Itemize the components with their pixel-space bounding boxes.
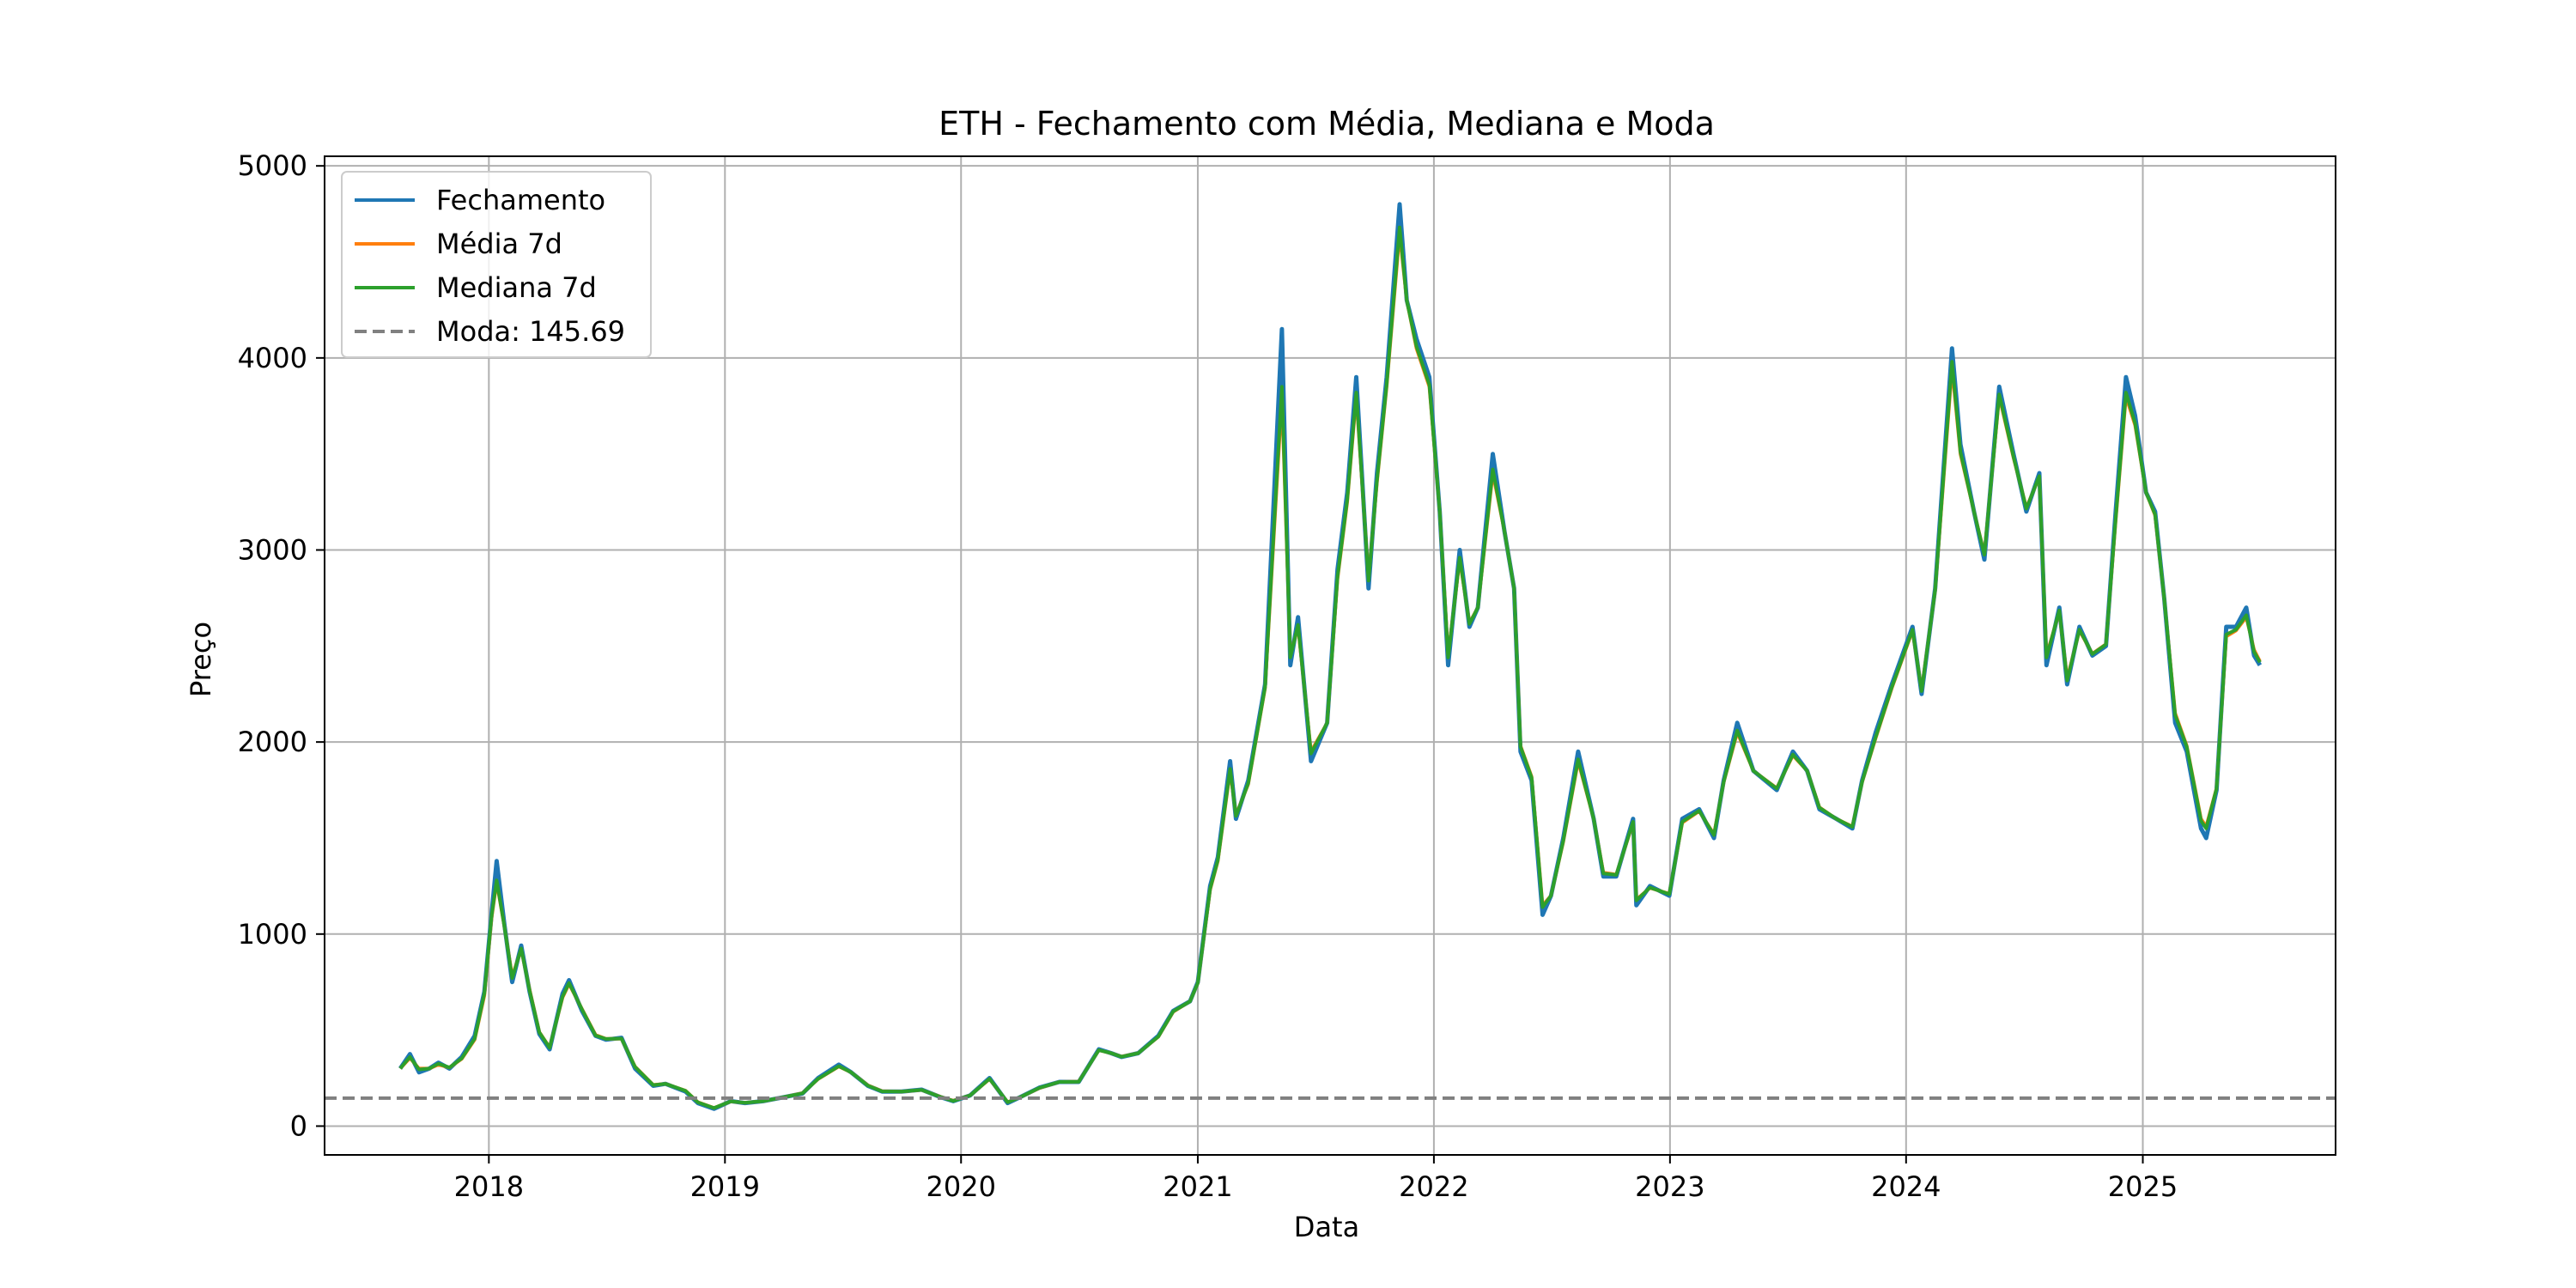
legend-label: Moda: 145.69 xyxy=(436,315,625,348)
legend-box xyxy=(341,171,652,358)
tick-layer: 2018 2019 2020 2021 2022 2023 2024 2025 0 1000 200… xyxy=(238,149,2178,1203)
y-tick-label: 3000 xyxy=(238,533,307,566)
x-tick-label: 2022 xyxy=(1399,1170,1468,1203)
legend-label: Mediana 7d xyxy=(436,271,597,304)
x-tick-label: 2019 xyxy=(690,1170,760,1203)
x-tick-label: 2018 xyxy=(454,1170,524,1203)
x-tick-label: 2021 xyxy=(1163,1170,1232,1203)
x-tick-label: 2025 xyxy=(2108,1170,2178,1203)
x-tick-label: 2023 xyxy=(1635,1170,1704,1203)
plot-frame xyxy=(324,155,2336,1156)
legend: Fechamento Média 7d Mediana 7d Moda: 145.69 xyxy=(341,171,652,358)
x-axis-label: Data xyxy=(1294,1211,1359,1243)
y-tick-label: 1000 xyxy=(238,918,307,951)
y-axis-label: Preço xyxy=(185,622,217,697)
x-tick-label: 2020 xyxy=(927,1170,996,1203)
grid-layer xyxy=(325,156,2336,1155)
x-tick-label: 2024 xyxy=(1871,1170,1941,1203)
legend-label: Média 7d xyxy=(436,228,562,260)
y-tick-label: 2000 xyxy=(238,726,307,758)
y-tick-label: 4000 xyxy=(238,342,307,374)
series-layer xyxy=(325,202,2336,1111)
series-line-mediana-7d xyxy=(398,225,2262,1110)
legend-label: Fechamento xyxy=(436,184,605,216)
y-tick-label: 5000 xyxy=(238,149,307,182)
y-tick-label: 0 xyxy=(290,1109,307,1142)
chart-title: ETH - Fechamento com Média, Mediana e Mo… xyxy=(939,105,1715,143)
